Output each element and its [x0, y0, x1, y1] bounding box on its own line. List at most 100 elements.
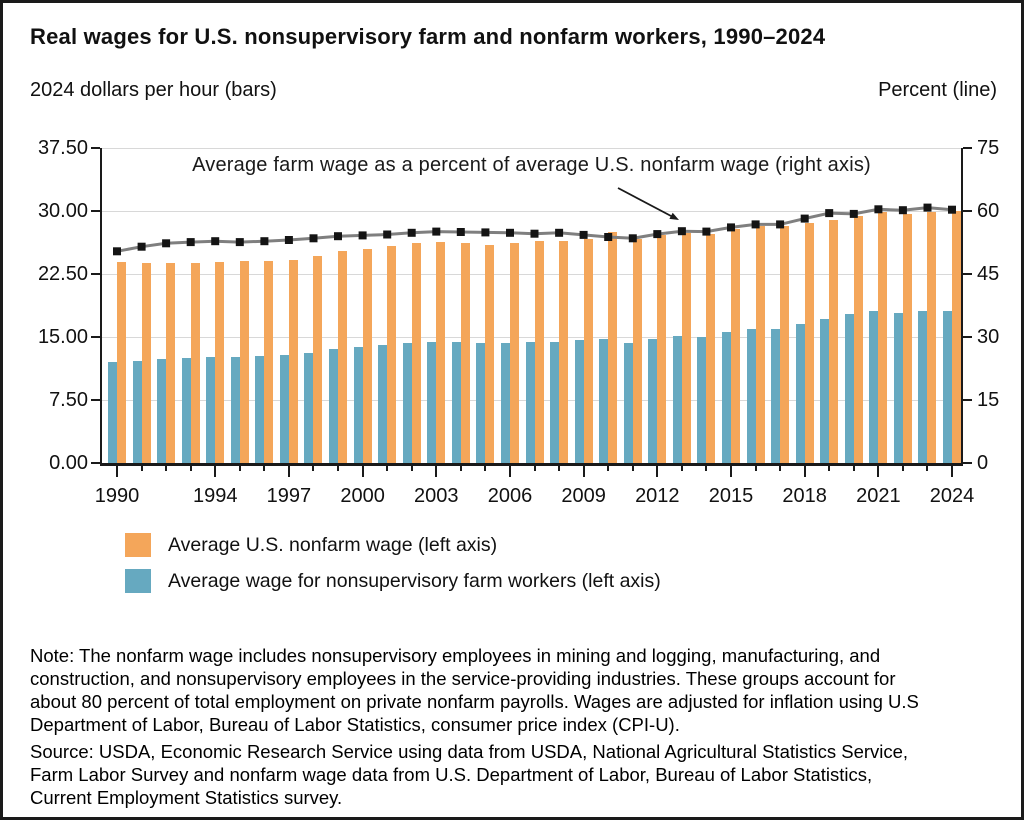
x-axis-tick [877, 466, 880, 477]
bar-farm-wage [722, 331, 731, 463]
line-marker [948, 205, 956, 214]
bar-nonfarm-wage [288, 259, 298, 463]
x-axis-tick [533, 466, 536, 471]
bar-nonfarm-wage [460, 242, 470, 463]
annotation-arrowhead [669, 212, 679, 220]
x-axis-tick [779, 466, 782, 471]
line-marker [898, 206, 907, 215]
x-axis-tick [238, 466, 241, 471]
line-marker [628, 234, 637, 243]
bar-nonfarm-wage [509, 242, 519, 463]
bar-farm-wage [108, 362, 117, 463]
legend-label: Average U.S. nonfarm wage (left axis) [168, 533, 498, 556]
bar-nonfarm-wage [681, 232, 691, 463]
line-marker [849, 209, 858, 218]
bar-nonfarm-wage [117, 262, 126, 463]
bar-farm-wage [697, 337, 707, 463]
x-axis-tick [730, 466, 732, 477]
grid-line [102, 336, 961, 338]
bar-nonfarm-wage [239, 261, 249, 463]
line-marker [235, 238, 244, 247]
x-axis-tick [459, 466, 462, 471]
x-axis-year-label: 1994 [192, 485, 238, 507]
line-marker [604, 233, 613, 241]
bar-farm-wage [525, 342, 535, 463]
x-axis-tick [361, 466, 364, 477]
x-axis-tick [508, 466, 511, 477]
left-axis-tick [91, 399, 100, 401]
bar-farm-wage [599, 338, 609, 463]
x-axis-tick [214, 466, 217, 477]
line-marker [260, 237, 269, 246]
bar-farm-wage [181, 358, 191, 463]
x-axis-tick [828, 466, 831, 471]
left-axis-tick [91, 462, 100, 464]
bottom-axis-spine [100, 463, 963, 466]
left-axis-tick [91, 210, 100, 212]
bar-nonfarm-wage [952, 211, 962, 463]
bar-nonfarm-wage [780, 226, 790, 463]
right-axis-tick-label: 0 [977, 452, 989, 474]
bar-farm-wage [329, 348, 339, 463]
x-axis-year-label: 2012 [635, 485, 680, 507]
bar-farm-wage [427, 342, 437, 463]
x-axis-tick [926, 466, 929, 471]
x-axis-tick [410, 466, 413, 471]
bar-nonfarm-wage [731, 228, 740, 463]
bar-nonfarm-wage [190, 263, 200, 463]
x-axis-tick [484, 466, 487, 471]
line-annotation-label: Average farm wage as a percent of averag… [192, 154, 871, 176]
x-axis-year-label: 2000 [340, 485, 385, 507]
legend-label: Average wage for nonsupervisory farm wor… [168, 569, 661, 592]
bar-nonfarm-wage [804, 222, 814, 463]
right-axis-tick [963, 462, 972, 464]
left-axis-tick-label: 7.50 [49, 389, 88, 411]
right-axis-tick [963, 210, 972, 212]
x-axis-tick [189, 466, 192, 471]
bar-farm-wage [206, 357, 216, 463]
bar-farm-wage [230, 357, 240, 463]
bar-farm-wage [451, 342, 461, 463]
line-marker [530, 229, 539, 238]
line-marker [407, 228, 416, 237]
x-axis-year-label: 2018 [782, 485, 827, 507]
left-axis-tick [91, 273, 100, 275]
bar-nonfarm-wage [878, 211, 888, 463]
grid-line [102, 273, 961, 275]
bar-nonfarm-wage [387, 246, 397, 463]
line-marker [334, 232, 342, 241]
line-marker [137, 242, 146, 251]
bar-nonfarm-wage [927, 211, 937, 463]
x-axis-tick [287, 466, 290, 477]
right-axis-tick-label: 45 [977, 263, 1000, 285]
x-axis-year-label: 1997 [266, 485, 312, 507]
plot-area: Average farm wage as a percent of averag… [38, 137, 999, 507]
bar-nonfarm-wage [141, 263, 151, 463]
bar-nonfarm-wage [829, 220, 839, 463]
right-axis-tick [963, 336, 972, 338]
line-marker [309, 234, 318, 243]
left-axis-spine [100, 148, 102, 466]
line-marker [677, 227, 686, 236]
line-marker [481, 228, 490, 237]
source-text: Source: USDA, Economic Research Service … [30, 741, 909, 808]
bar-farm-wage [157, 358, 167, 463]
bar-nonfarm-wage [902, 214, 912, 463]
line-marker [211, 237, 220, 246]
line-marker [751, 220, 760, 229]
line-marker [653, 230, 662, 239]
bar-farm-wage [304, 352, 314, 463]
bar-farm-wage [844, 314, 854, 463]
bar-farm-wage [795, 323, 805, 463]
x-axis-tick [631, 466, 634, 471]
line-marker [923, 203, 932, 212]
left-axis-tick [91, 147, 100, 149]
line-marker [456, 228, 465, 236]
left-axis-tick-label: 15.00 [37, 326, 88, 348]
line-marker [506, 228, 514, 237]
line-marker [162, 239, 171, 248]
left-axis-tick [91, 336, 100, 338]
line-marker [727, 223, 735, 232]
bar-nonfarm-wage [559, 241, 569, 463]
